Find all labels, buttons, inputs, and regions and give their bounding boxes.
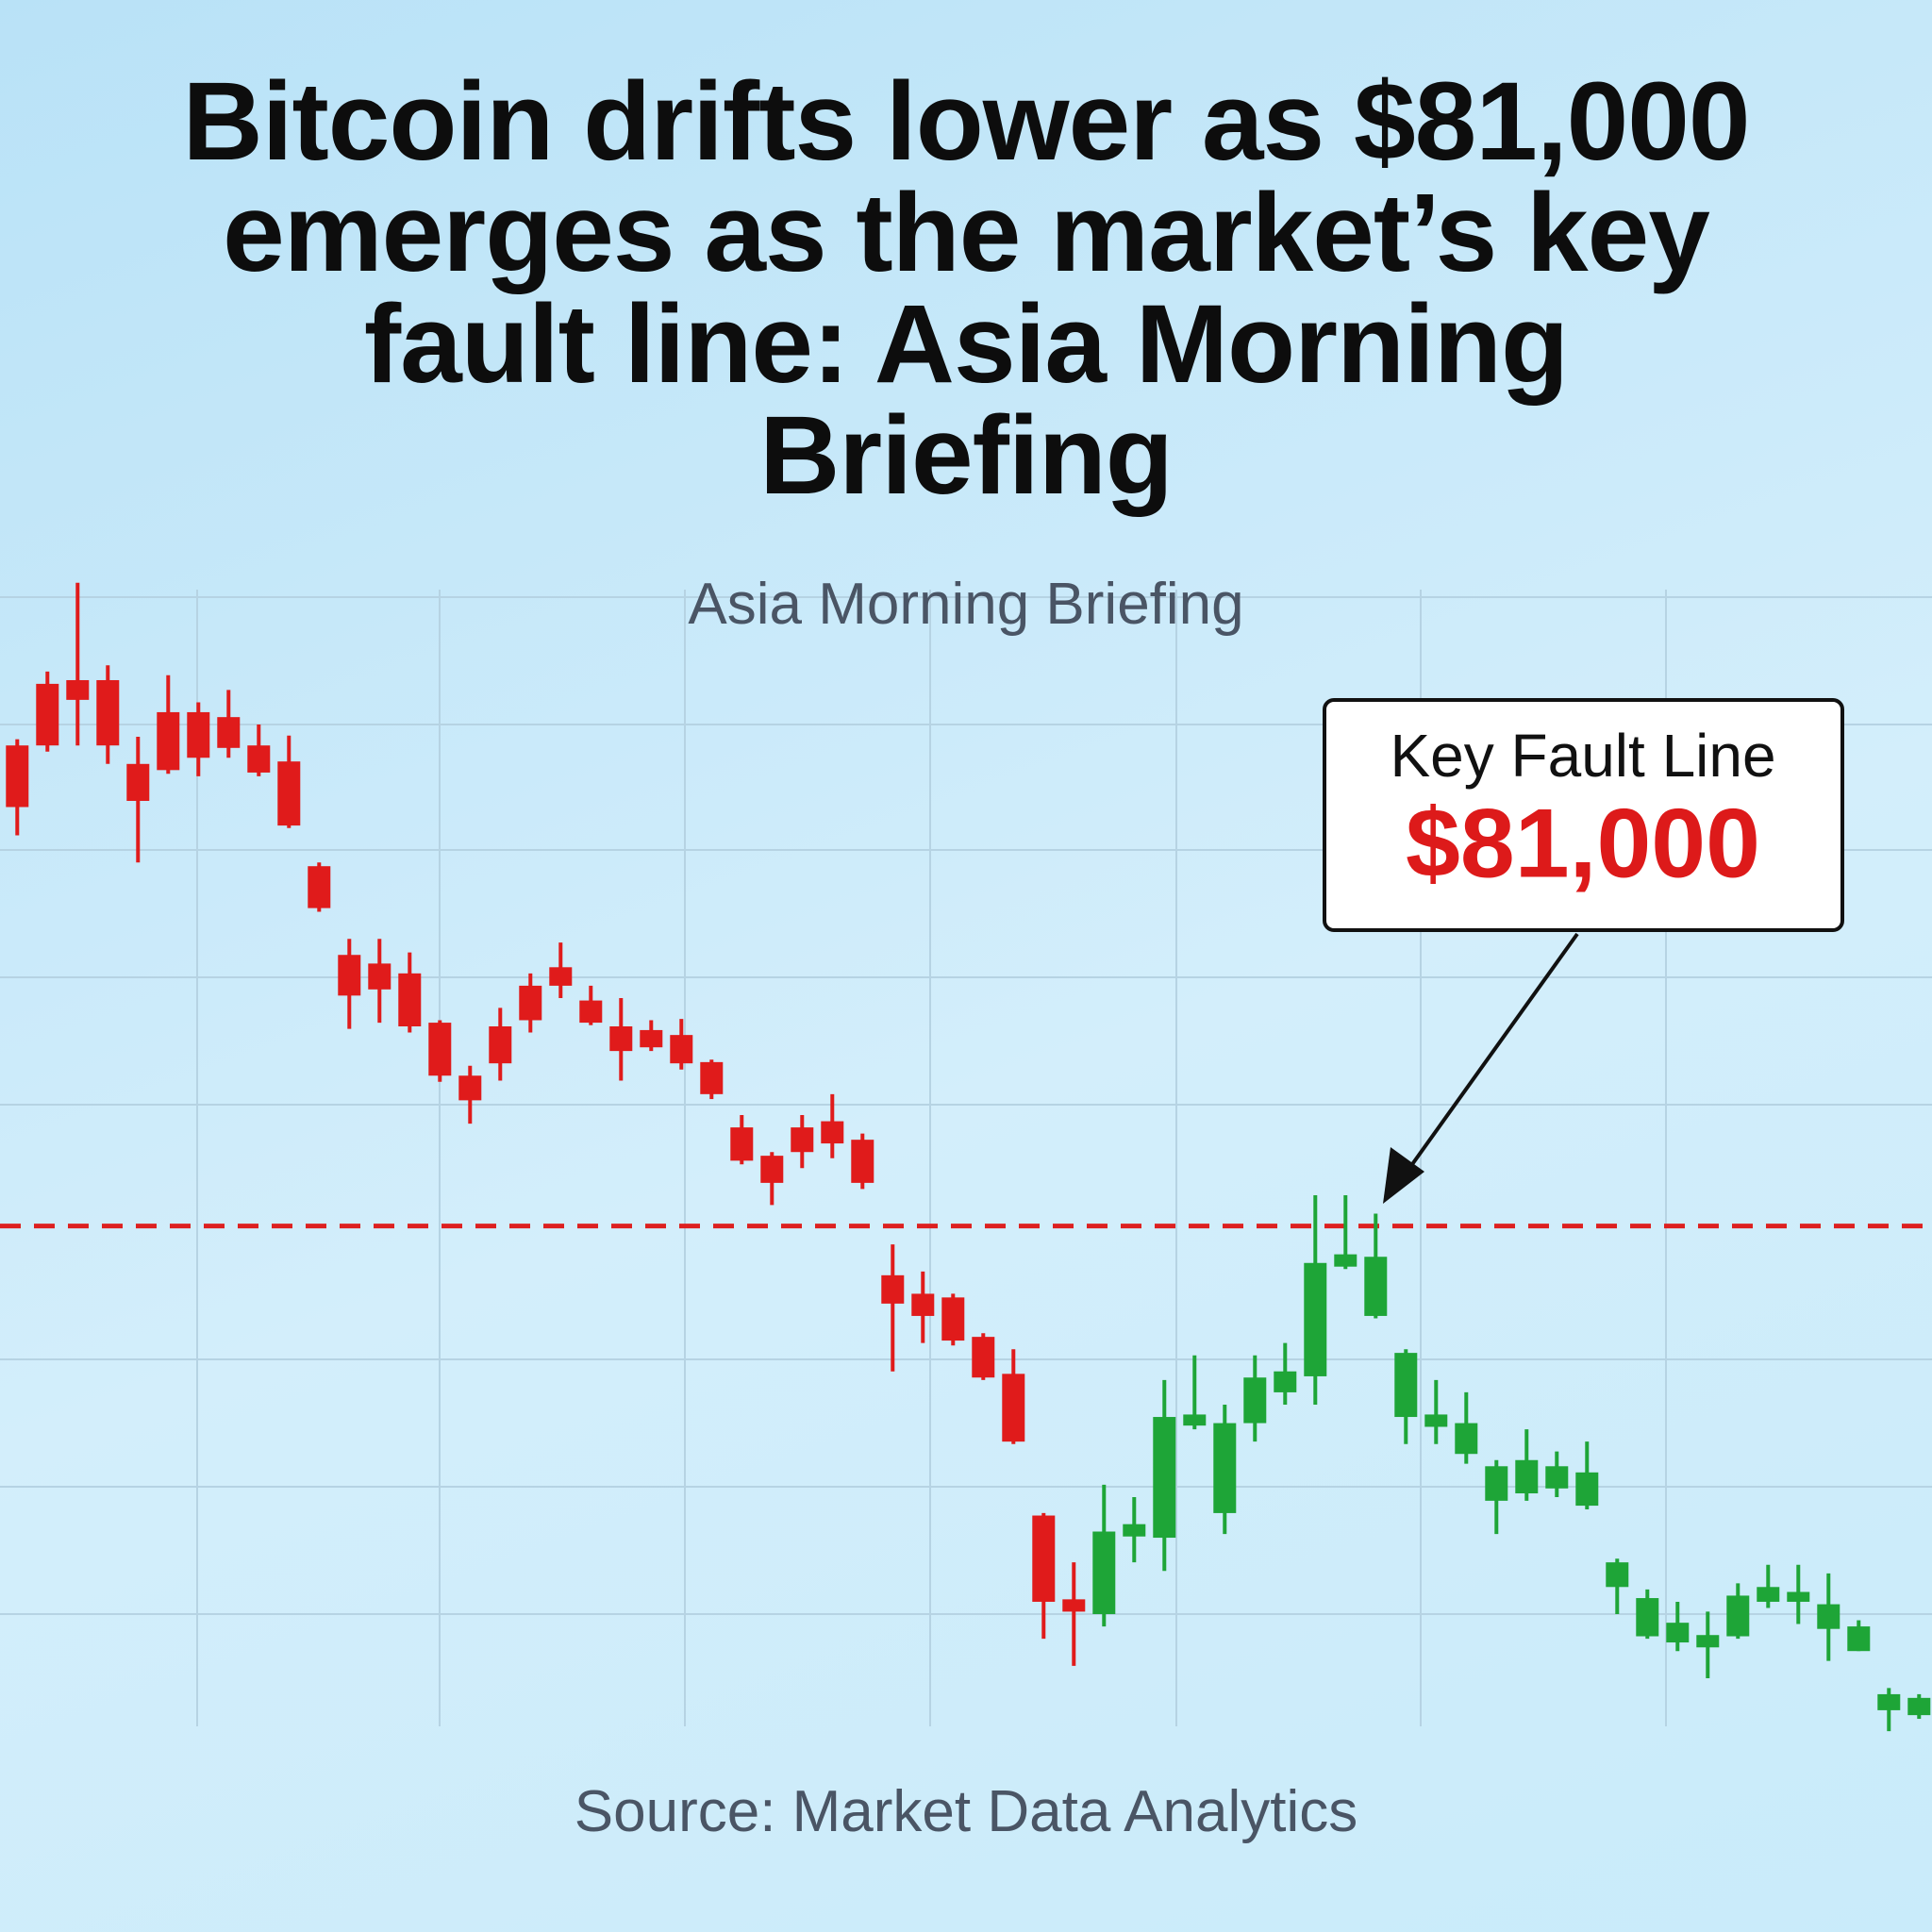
candle-body bbox=[66, 679, 90, 700]
candle-body bbox=[157, 711, 180, 771]
candle-body bbox=[1575, 1472, 1599, 1507]
candle-body bbox=[1274, 1371, 1297, 1392]
candle-body bbox=[36, 683, 59, 746]
annotation-label: Key Fault Line bbox=[1390, 722, 1775, 790]
candle-body bbox=[670, 1035, 693, 1064]
candle-body bbox=[941, 1297, 965, 1341]
candle-body bbox=[700, 1061, 724, 1094]
subtitle: Asia Morning Briefing bbox=[688, 572, 1244, 637]
candle-body bbox=[1424, 1414, 1448, 1427]
candle-body bbox=[1606, 1562, 1629, 1588]
candle-body bbox=[881, 1274, 905, 1304]
candle-body bbox=[760, 1156, 784, 1183]
candle-body bbox=[1455, 1423, 1478, 1455]
candle-body bbox=[609, 1026, 633, 1052]
candle-body bbox=[1485, 1466, 1508, 1501]
candle-body bbox=[1847, 1626, 1871, 1652]
candle-body bbox=[1153, 1417, 1176, 1539]
candle-body bbox=[1032, 1515, 1056, 1602]
candle-body bbox=[1726, 1595, 1750, 1637]
candle-body bbox=[1092, 1531, 1116, 1615]
candle-body bbox=[791, 1127, 814, 1153]
arrow-shaft bbox=[1404, 932, 1579, 1175]
annotation: Key Fault Line $81,000 bbox=[1323, 698, 1844, 1204]
candle-body bbox=[1334, 1254, 1357, 1267]
candle-body bbox=[187, 711, 210, 758]
candle-body bbox=[1364, 1257, 1388, 1316]
annotation-box bbox=[1323, 698, 1844, 932]
candle-body bbox=[247, 745, 271, 773]
candle-body bbox=[1304, 1262, 1327, 1376]
headline: Bitcoin drifts lower as $81,000 emerges … bbox=[182, 59, 1751, 518]
candle-body bbox=[549, 967, 573, 986]
candle-body bbox=[368, 963, 391, 990]
candle-body bbox=[6, 745, 29, 808]
candle-body bbox=[217, 717, 241, 748]
candle-body bbox=[308, 866, 331, 908]
candle-body bbox=[519, 985, 542, 1021]
candle-body bbox=[1545, 1466, 1569, 1489]
annotation-value: $81,000 bbox=[1406, 789, 1760, 898]
candle-body bbox=[1213, 1423, 1237, 1513]
candle-body bbox=[1123, 1524, 1146, 1537]
candle-body bbox=[730, 1127, 754, 1161]
candle-body bbox=[1062, 1599, 1086, 1612]
candle-body bbox=[338, 955, 361, 996]
candle-body bbox=[851, 1140, 874, 1183]
candle-body bbox=[1394, 1353, 1418, 1418]
candle-body bbox=[1817, 1604, 1840, 1629]
plot bbox=[0, 582, 1932, 1732]
candle-body bbox=[277, 761, 301, 826]
candle-body bbox=[489, 1026, 512, 1064]
candle-body bbox=[821, 1121, 844, 1144]
candle-body bbox=[1183, 1414, 1207, 1426]
arrow-head bbox=[1383, 1147, 1424, 1204]
candle-body bbox=[1666, 1623, 1690, 1643]
candle-body bbox=[1907, 1697, 1931, 1716]
candle-body bbox=[1787, 1591, 1810, 1602]
candle-body bbox=[1243, 1377, 1267, 1424]
candle-body bbox=[1757, 1587, 1780, 1602]
candle-body bbox=[1696, 1635, 1720, 1648]
candle-body bbox=[1002, 1374, 1025, 1442]
candle-body bbox=[640, 1029, 663, 1048]
candle-body bbox=[458, 1075, 482, 1101]
candle-body bbox=[126, 763, 150, 801]
source: Source: Market Data Analytics bbox=[574, 1779, 1358, 1844]
candle-body bbox=[428, 1023, 452, 1076]
candle-body bbox=[1515, 1459, 1539, 1494]
candle-body bbox=[972, 1337, 995, 1378]
candle-body bbox=[398, 973, 422, 1026]
candle-body bbox=[911, 1293, 935, 1316]
candle-body bbox=[1636, 1598, 1659, 1637]
candle-body bbox=[96, 679, 120, 746]
candle-body bbox=[1877, 1693, 1901, 1710]
candle-body bbox=[579, 1000, 603, 1024]
